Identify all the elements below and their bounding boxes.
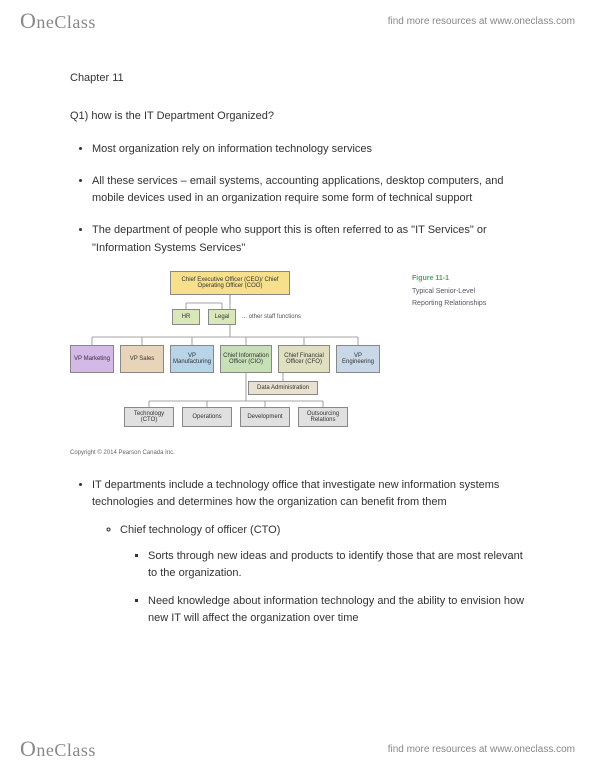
list-item: Need knowledge about information technol…: [148, 593, 535, 628]
brand-logo-footer: OneClass: [20, 736, 96, 762]
org-node-vp-engineering: VP Engineering: [336, 345, 380, 373]
org-chart-figure: Chief Executive Officer (CEO)/ Chief Ope…: [60, 271, 535, 441]
page-header: OneClass find more resources at www.onec…: [0, 0, 595, 42]
org-chart: Chief Executive Officer (CEO)/ Chief Ope…: [60, 271, 400, 441]
list-item: The department of people who support thi…: [92, 222, 535, 257]
question-heading: Q1) how is the IT Department Organized?: [70, 108, 535, 126]
brand-logo: OneClass: [20, 8, 96, 34]
org-node-development: Development: [240, 407, 290, 427]
footer-tagline: find more resources at www.oneclass.com: [388, 744, 575, 755]
list-item: All these services – email systems, acco…: [92, 173, 535, 208]
list-item: Chief technology of officer (CTO) Sorts …: [120, 522, 535, 628]
figure-caption-box: Figure 11-1 Typical Senior-Level Reporti…: [412, 271, 502, 441]
sub-sub-list: Sorts through new ideas and products to …: [120, 548, 535, 628]
org-node-ceo: Chief Executive Officer (CEO)/ Chief Ope…: [170, 271, 290, 295]
bullet-list-2: IT departments include a technology offi…: [70, 477, 535, 628]
list-item: Most organization rely on information te…: [92, 141, 535, 159]
org-node-operations: Operations: [182, 407, 232, 427]
org-node-vp-marketing: VP Marketing: [70, 345, 114, 373]
org-node-cfo: Chief Financial Officer (CFO): [278, 345, 330, 373]
list-item-text: IT departments include a technology offi…: [92, 479, 499, 509]
figure-label: Figure 11-1: [412, 273, 502, 284]
org-node-outsourcing: Outsourcing Relations: [298, 407, 348, 427]
chapter-heading: Chapter 11: [70, 70, 535, 88]
figure-caption: Typical Senior-Level Reporting Relations…: [412, 286, 502, 308]
org-node-data-admin: Data Administration: [248, 381, 318, 395]
org-node-cio: Chief Information Officer (CIO): [220, 345, 272, 373]
list-item: IT departments include a technology offi…: [92, 477, 535, 628]
bullet-list: Most organization rely on information te…: [70, 141, 535, 257]
org-staff-note: ... other staff functions: [242, 313, 301, 323]
org-node-hr: HR: [172, 309, 200, 325]
header-tagline: find more resources at www.oneclass.com: [388, 16, 575, 27]
org-node-vp-manufacturing: VP Manufacturing: [170, 345, 214, 373]
org-node-technology: Technology (CTO): [124, 407, 174, 427]
list-item-text: Chief technology of officer (CTO): [120, 524, 280, 536]
figure-copyright: Copyright © 2014 Pearson Canada Inc.: [70, 449, 535, 459]
org-node-legal: Legal: [208, 309, 236, 325]
document-body: Chapter 11 Q1) how is the IT Department …: [70, 70, 535, 642]
org-node-vp-sales: VP Sales: [120, 345, 164, 373]
sub-list: Chief technology of officer (CTO) Sorts …: [92, 522, 535, 628]
page-footer: OneClass find more resources at www.onec…: [0, 728, 595, 770]
list-item: Sorts through new ideas and products to …: [148, 548, 535, 583]
